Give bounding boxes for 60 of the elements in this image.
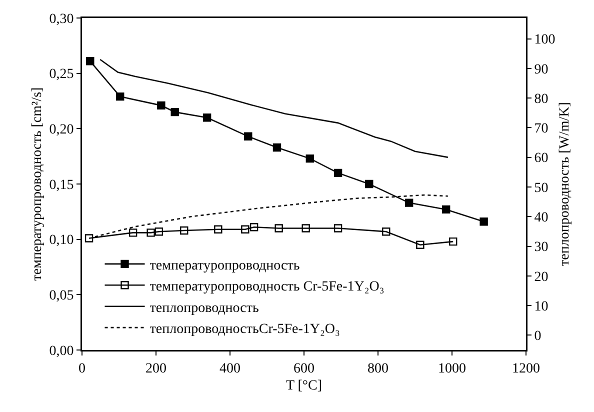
y2-tick-label: 70 — [534, 122, 548, 137]
point — [272, 143, 282, 152]
point — [146, 228, 155, 237]
x-tick-label: 600 — [294, 361, 314, 376]
point — [274, 224, 283, 232]
point — [442, 205, 450, 214]
point — [214, 225, 222, 234]
point — [250, 223, 258, 232]
point — [241, 225, 250, 234]
point — [306, 154, 314, 163]
x-tick-label: 1200 — [512, 361, 540, 376]
point — [480, 218, 488, 226]
y2-tick-label: 30 — [534, 240, 548, 256]
y2-tick-label: 100 — [534, 32, 556, 48]
y2-axis-title: теплопроводность [W/m/K] — [557, 102, 572, 266]
y2-tick-label: 90 — [534, 62, 548, 78]
point — [116, 92, 124, 101]
point — [382, 227, 390, 236]
y2-tick-label: 60 — [534, 151, 548, 166]
legend-label: теплопроводностьCr-5Fe-1Y₂O₃ — [150, 322, 340, 338]
point — [170, 108, 179, 116]
x-tick-label: 1000 — [438, 361, 466, 376]
point — [416, 240, 424, 249]
point — [154, 227, 164, 236]
y2-tick-label: 0 — [534, 329, 542, 344]
point — [202, 114, 212, 122]
y-tick-label: 0,20 — [49, 122, 74, 138]
y2-tick-label: 50 — [534, 180, 548, 196]
point — [404, 198, 414, 207]
point — [334, 224, 342, 232]
y2-tick-label: 80 — [534, 92, 548, 107]
point — [84, 234, 94, 242]
point — [365, 180, 374, 188]
y-tick-label: 0,10 — [49, 233, 74, 248]
x-axis-title: T [°C] — [286, 378, 322, 394]
y2-tick-label: 20 — [534, 270, 548, 285]
y-tick-label: 0,00 — [49, 344, 74, 359]
x-tick-label: 200 — [146, 361, 166, 376]
point — [157, 101, 166, 110]
point — [244, 132, 252, 141]
x-tick-label: 800 — [368, 361, 388, 376]
line-series — [99, 58, 449, 158]
y-tick-label: 0,25 — [49, 67, 74, 82]
point — [86, 57, 94, 66]
legend-label: температуропроводность Cr-5Fe-1Y₂O₃ — [150, 280, 384, 295]
y2-tick-label: 10 — [534, 299, 548, 314]
point — [334, 168, 342, 178]
point — [180, 226, 188, 235]
y2-tick-label: 40 — [534, 210, 548, 226]
legend-label: температуропроводность — [150, 258, 300, 274]
x-tick-label: 0 — [78, 361, 86, 376]
y-tick-label: 0,30 — [49, 12, 74, 27]
legend-label: теплопроводность — [150, 300, 259, 316]
y-tick-label: 0,05 — [49, 288, 74, 304]
point — [128, 228, 138, 237]
point — [449, 237, 458, 246]
point — [302, 224, 310, 232]
x-tick-label: 400 — [220, 361, 240, 376]
y-tick-label: 0,15 — [49, 178, 74, 193]
y-axis-title: температуропроводность [cm²/s] — [30, 87, 46, 281]
